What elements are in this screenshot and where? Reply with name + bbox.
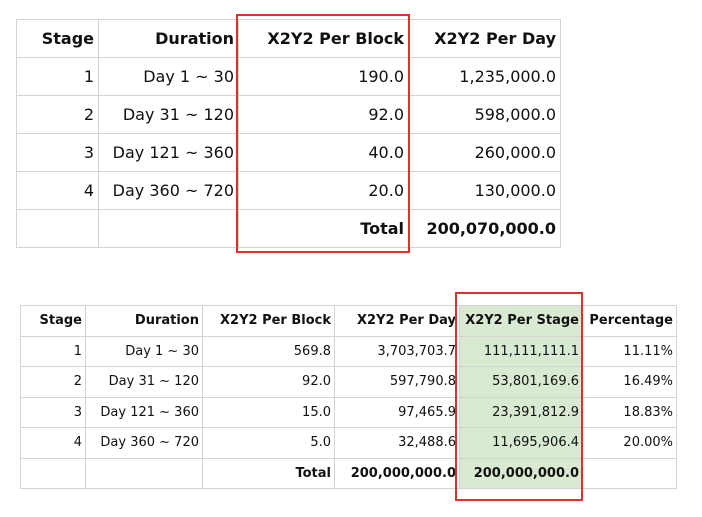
- cell-duration: Day 360 ~ 720: [98, 171, 239, 210]
- cell-per-stage: 23,391,812.9: [459, 396, 583, 428]
- cell-per-stage: 111,111,111.1: [459, 335, 583, 367]
- cell-duration: Day 121 ~ 360: [98, 133, 239, 172]
- cell-duration: Day 1 ~ 30: [85, 335, 203, 367]
- total-value: 200,070,000.0: [408, 209, 561, 248]
- header-per-block: X2Y2 Per Block: [202, 305, 335, 337]
- cell-per-block: 20.0: [238, 171, 409, 210]
- cell-per-day: 97,465.9: [334, 396, 460, 428]
- cell-per-block: 190.0: [238, 57, 409, 96]
- cell-per-block: 569.8: [202, 335, 335, 367]
- cell-stage: 1: [16, 57, 99, 96]
- total-label: Total: [202, 457, 335, 489]
- cell-empty: [20, 457, 86, 489]
- cell-stage: 1: [20, 335, 86, 367]
- cell-per-block: 5.0: [202, 427, 335, 459]
- table-row: 2 Day 31 ~ 120 92.0 597,790.8 53,801,169…: [20, 366, 677, 398]
- cell-per-day: 597,790.8: [334, 366, 460, 398]
- cell-empty: [16, 209, 99, 248]
- cell-per-stage: 53,801,169.6: [459, 366, 583, 398]
- cell-duration: Day 31 ~ 120: [98, 95, 239, 134]
- header-per-block: X2Y2 Per Block: [238, 19, 409, 58]
- header-duration: Duration: [98, 19, 239, 58]
- cell-empty: [582, 457, 677, 489]
- cell-stage: 4: [20, 427, 86, 459]
- cell-per-day: 598,000.0: [408, 95, 561, 134]
- table-row: 3 Day 121 ~ 360 40.0 260,000.0: [16, 133, 561, 172]
- total-label: Total: [238, 209, 409, 248]
- table-total-row: Total 200,000,000.0 200,000,000.0: [20, 457, 677, 489]
- total-per-stage: 200,000,000.0: [459, 457, 583, 489]
- cell-stage: 4: [16, 171, 99, 210]
- header-percentage: Percentage: [582, 305, 677, 337]
- header-duration: Duration: [85, 305, 203, 337]
- header-stage: Stage: [20, 305, 86, 337]
- cell-per-stage: 11,695,906.4: [459, 427, 583, 459]
- cell-per-day: 3,703,703.7: [334, 335, 460, 367]
- total-per-day: 200,000,000.0: [334, 457, 460, 489]
- cell-stage: 2: [16, 95, 99, 134]
- cell-duration: Day 121 ~ 360: [85, 396, 203, 428]
- cell-per-block: 40.0: [238, 133, 409, 172]
- table-top: Stage Duration X2Y2 Per Block X2Y2 Per D…: [16, 19, 561, 248]
- header-per-day: X2Y2 Per Day: [408, 19, 561, 58]
- header-stage: Stage: [16, 19, 99, 58]
- table-row: 1 Day 1 ~ 30 569.8 3,703,703.7 111,111,1…: [20, 335, 677, 367]
- cell-percentage: 18.83%: [582, 396, 677, 428]
- cell-empty: [98, 209, 239, 248]
- table-row: 3 Day 121 ~ 360 15.0 97,465.9 23,391,812…: [20, 396, 677, 428]
- cell-per-block: 15.0: [202, 396, 335, 428]
- table-row: 2 Day 31 ~ 120 92.0 598,000.0: [16, 95, 561, 134]
- table-header-row: Stage Duration X2Y2 Per Block X2Y2 Per D…: [16, 19, 561, 58]
- table-bottom: Stage Duration X2Y2 Per Block X2Y2 Per D…: [20, 305, 677, 489]
- cell-per-block: 92.0: [238, 95, 409, 134]
- cell-per-day: 32,488.6: [334, 427, 460, 459]
- table-header-row: Stage Duration X2Y2 Per Block X2Y2 Per D…: [20, 305, 677, 337]
- cell-stage: 3: [16, 133, 99, 172]
- header-per-stage: X2Y2 Per Stage: [459, 305, 583, 337]
- table-row: 4 Day 360 ~ 720 20.0 130,000.0: [16, 171, 561, 210]
- cell-per-day: 260,000.0: [408, 133, 561, 172]
- table-row: 1 Day 1 ~ 30 190.0 1,235,000.0: [16, 57, 561, 96]
- cell-per-day: 130,000.0: [408, 171, 561, 210]
- cell-duration: Day 31 ~ 120: [85, 366, 203, 398]
- cell-empty: [85, 457, 203, 489]
- table-row: 4 Day 360 ~ 720 5.0 32,488.6 11,695,906.…: [20, 427, 677, 459]
- cell-percentage: 20.00%: [582, 427, 677, 459]
- table-total-row: Total 200,070,000.0: [16, 209, 561, 248]
- cell-percentage: 16.49%: [582, 366, 677, 398]
- cell-stage: 2: [20, 366, 86, 398]
- header-per-day: X2Y2 Per Day: [334, 305, 460, 337]
- cell-per-day: 1,235,000.0: [408, 57, 561, 96]
- cell-percentage: 11.11%: [582, 335, 677, 367]
- cell-stage: 3: [20, 396, 86, 428]
- cell-duration: Day 1 ~ 30: [98, 57, 239, 96]
- cell-duration: Day 360 ~ 720: [85, 427, 203, 459]
- cell-per-block: 92.0: [202, 366, 335, 398]
